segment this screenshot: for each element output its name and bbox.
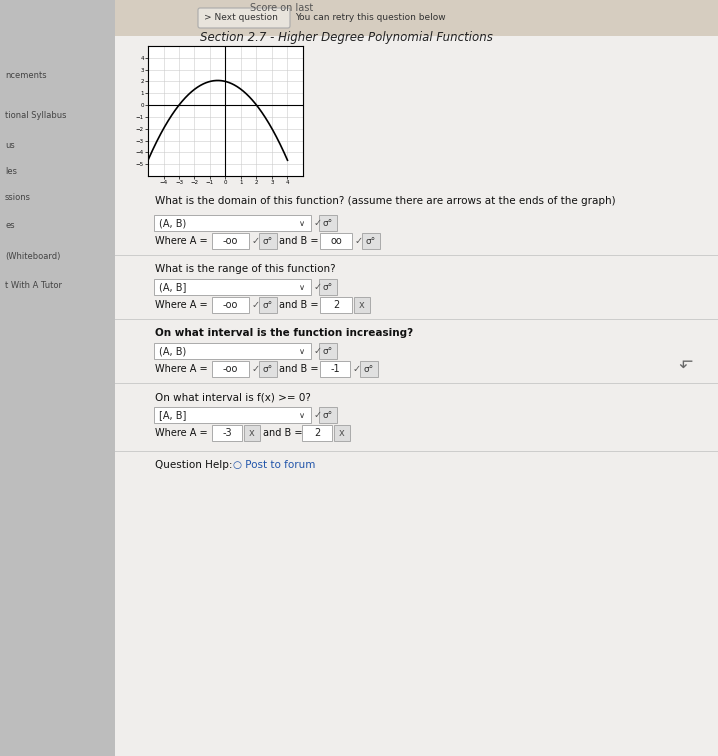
- Text: oo: oo: [330, 236, 342, 246]
- Text: ∨: ∨: [299, 283, 305, 292]
- Text: -3: -3: [222, 428, 232, 438]
- Text: -1: -1: [330, 364, 340, 374]
- FancyBboxPatch shape: [154, 279, 311, 295]
- FancyBboxPatch shape: [319, 343, 337, 359]
- Text: 2: 2: [333, 300, 339, 310]
- Text: and B =: and B =: [279, 364, 319, 374]
- Text: us: us: [5, 141, 15, 150]
- FancyBboxPatch shape: [154, 407, 311, 423]
- FancyBboxPatch shape: [148, 46, 303, 176]
- Text: σ°: σ°: [263, 364, 273, 373]
- Text: > Next question: > Next question: [204, 14, 278, 23]
- FancyBboxPatch shape: [198, 8, 290, 28]
- FancyBboxPatch shape: [320, 361, 350, 377]
- Text: Q: Q: [291, 168, 299, 176]
- Text: ✓: ✓: [353, 364, 361, 374]
- FancyBboxPatch shape: [360, 361, 378, 377]
- Text: -oo: -oo: [223, 364, 238, 374]
- Text: (Whiteboard): (Whiteboard): [5, 252, 60, 261]
- FancyBboxPatch shape: [259, 361, 277, 377]
- Text: (A, B]: (A, B]: [159, 282, 187, 292]
- Text: tional Syllabus: tional Syllabus: [5, 111, 67, 120]
- Text: ssions: ssions: [5, 194, 31, 203]
- Text: ✓: ✓: [314, 218, 322, 228]
- FancyBboxPatch shape: [319, 215, 337, 231]
- FancyBboxPatch shape: [115, 0, 718, 756]
- Text: ✓: ✓: [314, 282, 322, 292]
- FancyBboxPatch shape: [115, 0, 718, 36]
- Text: σ°: σ°: [263, 237, 273, 246]
- FancyBboxPatch shape: [212, 361, 249, 377]
- Text: You can retry this question below: You can retry this question below: [295, 14, 446, 23]
- Text: ✓: ✓: [252, 300, 260, 310]
- FancyBboxPatch shape: [212, 233, 249, 249]
- Text: σ°: σ°: [364, 364, 374, 373]
- Text: σ°: σ°: [323, 411, 333, 420]
- Text: Where A =: Where A =: [155, 364, 208, 374]
- Text: les: les: [5, 166, 17, 175]
- Text: σ°: σ°: [323, 346, 333, 355]
- Text: [A, B]: [A, B]: [159, 410, 187, 420]
- Text: What is the range of this function?: What is the range of this function?: [155, 264, 335, 274]
- Text: ○ Post to forum: ○ Post to forum: [233, 460, 315, 470]
- Text: Section 2.7 - Higher Degree Polynomial Functions: Section 2.7 - Higher Degree Polynomial F…: [200, 32, 493, 45]
- Text: ncements: ncements: [5, 72, 47, 80]
- FancyBboxPatch shape: [259, 233, 277, 249]
- Text: -oo: -oo: [223, 300, 238, 310]
- Text: On what interval is the function increasing?: On what interval is the function increas…: [155, 328, 413, 338]
- Text: σ°: σ°: [263, 300, 273, 309]
- Text: σ°: σ°: [366, 237, 376, 246]
- FancyBboxPatch shape: [154, 343, 311, 359]
- Text: σ°: σ°: [323, 218, 333, 228]
- Text: Where A =: Where A =: [155, 300, 208, 310]
- Text: and B =: and B =: [279, 236, 319, 246]
- Text: -oo: -oo: [223, 236, 238, 246]
- FancyBboxPatch shape: [244, 425, 260, 441]
- Text: ✓: ✓: [252, 364, 260, 374]
- Text: Score on last: Score on last: [250, 3, 313, 13]
- Text: What is the domain of this function? (assume there are arrows at the ends of the: What is the domain of this function? (as…: [155, 196, 615, 206]
- FancyBboxPatch shape: [154, 215, 311, 231]
- Text: (A, B): (A, B): [159, 346, 186, 356]
- Text: x: x: [339, 428, 345, 438]
- FancyBboxPatch shape: [320, 233, 352, 249]
- Text: ↳: ↳: [672, 359, 690, 373]
- Text: ✓: ✓: [355, 236, 363, 246]
- Text: ∨: ∨: [299, 346, 305, 355]
- Text: (A, B): (A, B): [159, 218, 186, 228]
- Text: 2: 2: [314, 428, 320, 438]
- FancyBboxPatch shape: [362, 233, 380, 249]
- FancyBboxPatch shape: [334, 425, 350, 441]
- Text: x: x: [359, 300, 365, 310]
- FancyBboxPatch shape: [302, 425, 332, 441]
- Text: x: x: [249, 428, 255, 438]
- Text: ✓: ✓: [314, 346, 322, 356]
- FancyBboxPatch shape: [0, 0, 115, 756]
- Text: ∨: ∨: [299, 218, 305, 228]
- FancyBboxPatch shape: [319, 407, 337, 423]
- Text: and B =: and B =: [279, 300, 319, 310]
- Text: Where A =: Where A =: [155, 428, 208, 438]
- Text: and B =: and B =: [263, 428, 302, 438]
- FancyBboxPatch shape: [320, 297, 352, 313]
- Text: es: es: [5, 222, 14, 231]
- FancyBboxPatch shape: [212, 297, 249, 313]
- Text: Where A =: Where A =: [155, 236, 208, 246]
- Text: ∨: ∨: [299, 411, 305, 420]
- Text: ✓: ✓: [314, 410, 322, 420]
- Text: t With A Tutor: t With A Tutor: [5, 281, 62, 290]
- FancyBboxPatch shape: [354, 297, 370, 313]
- FancyBboxPatch shape: [212, 425, 242, 441]
- Text: σ°: σ°: [323, 283, 333, 292]
- Text: ✓: ✓: [252, 236, 260, 246]
- FancyBboxPatch shape: [319, 279, 337, 295]
- Text: On what interval is f(x) >= 0?: On what interval is f(x) >= 0?: [155, 392, 311, 402]
- FancyBboxPatch shape: [259, 297, 277, 313]
- Text: Question Help:: Question Help:: [155, 460, 233, 470]
